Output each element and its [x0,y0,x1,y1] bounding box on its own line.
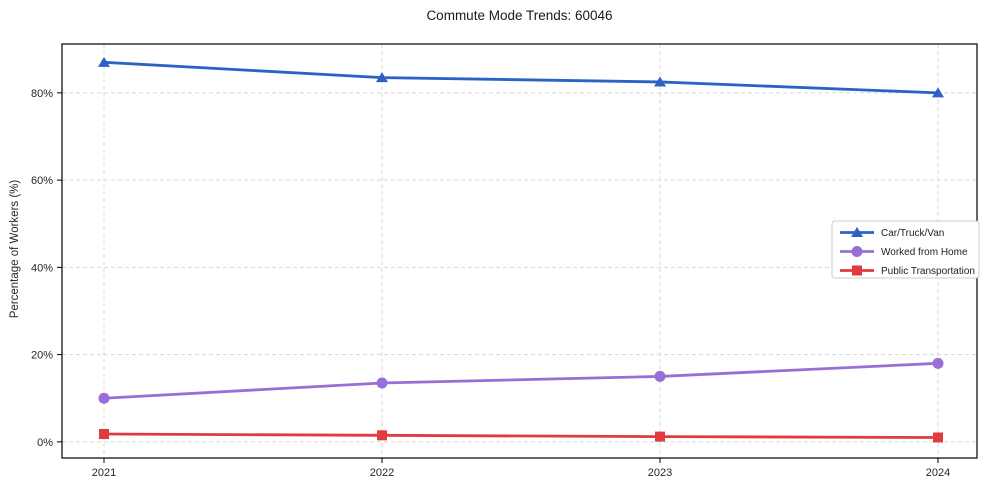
y-tick-label: 60% [31,175,53,187]
legend-marker-worked-from-home [851,246,863,257]
data-point-public-transportation [933,432,943,443]
legend-marker-car-truck-van [851,227,863,237]
y-tick-label: 80% [31,88,53,100]
data-point-worked-from-home [376,377,388,389]
series-line-worked-from-home [102,361,940,400]
data-point-public-transportation [99,429,109,440]
data-point-car-truck-van [98,56,110,67]
x-tick-label: 2022 [370,467,394,479]
chart-title: Commute Mode Trends: 60046 [426,8,613,23]
x-tick-label: 2021 [92,467,116,479]
series-line-car-truck-van [102,60,940,95]
legend-marker-public-transportation [852,265,862,276]
data-point-car-truck-van [654,76,666,87]
x-tick-label: 2024 [926,467,950,479]
y-tick-label: 40% [31,262,53,274]
legend-label-public-transportation: Public Transportation [881,266,975,277]
data-point-worked-from-home [932,357,944,369]
x-tick-label: 2023 [648,467,672,479]
data-point-public-transportation [377,430,387,441]
legend-label-car-truck-van: Car/Truck/Van [881,228,944,239]
series-line-public-transportation [102,432,940,439]
data-point-worked-from-home [98,392,110,404]
data-point-car-truck-van [376,72,388,83]
data-point-public-transportation [655,431,665,442]
legend-box [831,220,980,279]
data-point-worked-from-home [654,370,666,382]
y-tick-label: 0% [37,437,53,449]
y-tick-label: 20% [31,350,53,362]
legend-label-worked-from-home: Worked from Home [881,247,968,258]
data-point-car-truck-van [932,87,944,98]
